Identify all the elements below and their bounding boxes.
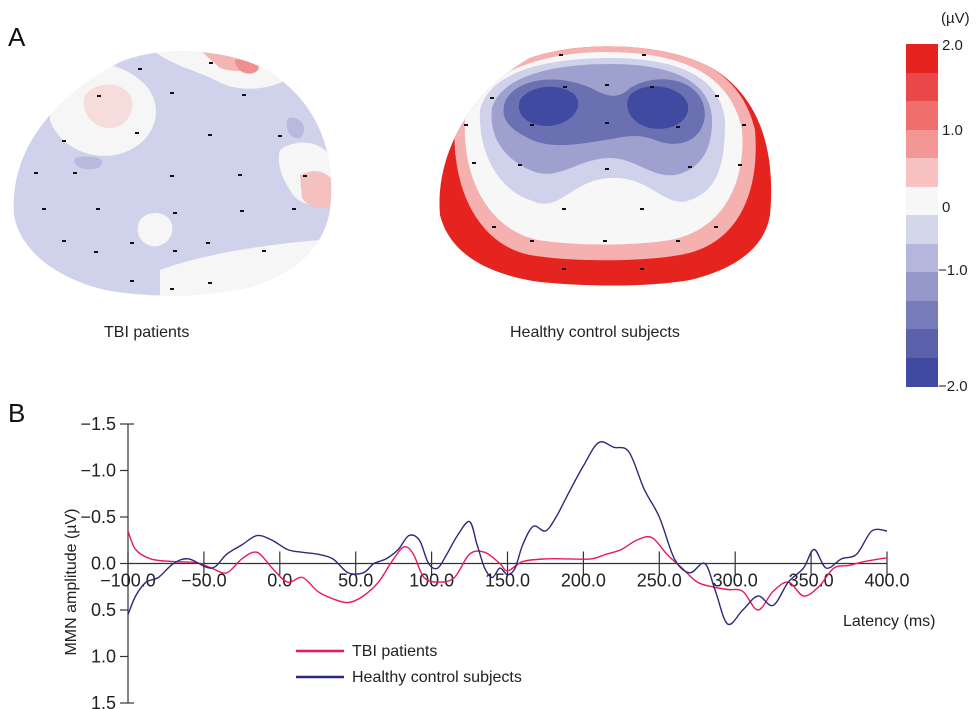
tbi-topomap: [13, 51, 332, 296]
tbi-map-caption: TBI patients: [104, 324, 190, 341]
tbi-topomap-blue-right: [286, 117, 305, 139]
tbi-topomap-pink-right: [300, 171, 332, 208]
colorbar-swatch: [906, 129, 938, 159]
x-tick-label: 150.0: [485, 571, 530, 591]
colorbar-tick-1: 1.0: [942, 122, 963, 139]
y-tick-label: 1.5: [91, 693, 116, 709]
tbi-topomap-white-center: [137, 213, 173, 247]
colorbar: [906, 44, 938, 387]
healthy-topomap-core-right: [627, 86, 689, 129]
series-line-healthy: [127, 441, 888, 626]
chart-axes: −1.5−1.0−0.50.00.51.01.5−100.0 −50.0 0.0 50…: [80, 414, 909, 709]
healthy-electrodes: [464, 54, 746, 270]
colorbar-swatch: [906, 186, 938, 216]
x-tick-label: 200.0: [561, 571, 606, 591]
y-tick-label: −0.5: [80, 507, 116, 527]
chart-legend: TBI patients Healthy control subjects: [296, 643, 522, 686]
colorbar-unit: (µV): [941, 10, 970, 27]
colorbar-swatch: [906, 357, 938, 387]
colorbar-swatch: [906, 72, 938, 102]
legend-label-healthy: Healthy control subjects: [352, 669, 522, 686]
healthy-topomap: [439, 46, 772, 286]
colorbar-swatch: [906, 101, 938, 130]
colorbar-swatch: [906, 329, 938, 358]
tbi-electrodes: [34, 62, 307, 290]
x-axis-label: Latency (ms): [843, 613, 935, 630]
colorbar-swatch: [906, 44, 938, 73]
colorbar-tick-minus2: −2.0: [938, 378, 968, 395]
y-tick-label: −1.5: [80, 414, 116, 434]
panel-a-label: A: [8, 22, 26, 52]
series-line-tbi: [127, 530, 888, 611]
colorbar-swatch: [906, 300, 938, 330]
y-tick-label: −1.0: [80, 461, 116, 481]
colorbar-swatch: [906, 158, 938, 187]
y-tick-label: 1.0: [91, 647, 116, 667]
y-tick-label: 0.5: [91, 600, 116, 620]
colorbar-tick-minus1: −1.0: [938, 262, 968, 279]
x-tick-label: 50.0: [338, 571, 373, 591]
x-tick-label: 250.0: [637, 571, 682, 591]
y-axis-label: MMN amplitude (µV): [63, 508, 80, 655]
panel-b-label: B: [8, 398, 26, 428]
x-tick-label: 0.0: [267, 571, 292, 591]
colorbar-tick-0: 0: [942, 199, 951, 216]
tbi-topomap-pink-area: [83, 84, 133, 129]
x-tick-label: −50.0: [181, 571, 227, 591]
chart-series: [127, 441, 888, 626]
x-tick-label: 400.0: [864, 571, 909, 591]
tbi-topomap-blue-blob: [74, 156, 103, 170]
colorbar-swatch: [906, 272, 938, 301]
colorbar-tick-2: 2.0: [942, 37, 963, 54]
healthy-map-caption: Healthy control subjects: [510, 324, 680, 341]
colorbar-swatch: [906, 243, 938, 273]
healthy-topomap-core-left: [518, 86, 579, 126]
x-tick-label: 100.0: [409, 571, 454, 591]
colorbar-swatch: [906, 215, 938, 244]
x-tick-label: 300.0: [713, 571, 758, 591]
legend-label-tbi: TBI patients: [352, 643, 437, 660]
x-tick-label: 350.0: [789, 571, 834, 591]
y-tick-label: 0.0: [91, 554, 116, 574]
